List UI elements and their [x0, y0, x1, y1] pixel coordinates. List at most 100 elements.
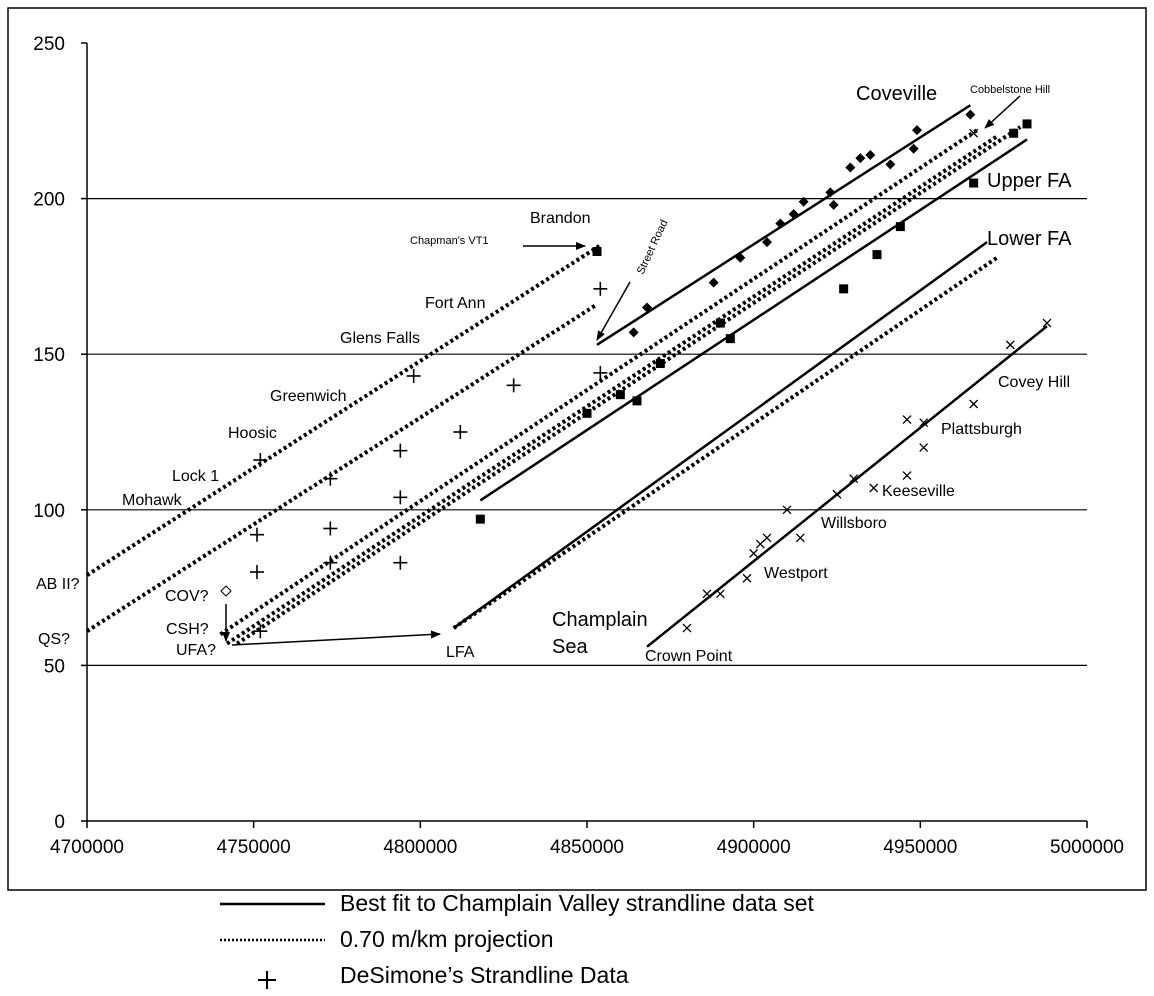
cross-marker [762, 533, 772, 543]
y-tick-label: 150 [33, 345, 65, 366]
data-markers [220, 109, 1052, 639]
diamond-marker [855, 153, 866, 164]
projection-line [85, 243, 602, 577]
diamond-marker [708, 277, 719, 288]
ufa-lfa-arrow [231, 630, 441, 646]
cross-marker [749, 548, 759, 558]
cross-marker [702, 589, 712, 599]
label-mohawk: Mohawk [122, 492, 183, 509]
plus-marker [323, 471, 338, 486]
hollow-diamond-marker [220, 585, 232, 597]
diamond-marker [828, 199, 839, 210]
label-champlain: Champlain [552, 609, 648, 631]
y-tick-label: 250 [33, 34, 65, 55]
cross-marker [869, 483, 879, 493]
plus-marker [253, 624, 268, 639]
projection-line [235, 125, 1022, 646]
square-marker [592, 247, 602, 257]
label-lfa: LFA [446, 644, 475, 661]
label-cobblestone: Cobbelstone Hill [970, 84, 1050, 96]
cross-marker [715, 589, 725, 599]
y-tick-label: 100 [33, 501, 65, 522]
cobblestone-arrow [984, 95, 1021, 129]
cross-marker [832, 489, 842, 499]
diamond-marker [965, 109, 976, 120]
label-keeseville: Keeseville [882, 483, 955, 500]
projection-line [85, 302, 599, 633]
label-westport: Westport [764, 565, 828, 582]
square-marker [895, 222, 905, 232]
cross-marker [969, 128, 979, 138]
street-road-arrow [596, 281, 631, 341]
label-chapmans: Chapman's VT1 [410, 235, 489, 247]
label-willsboro: Willsboro [821, 515, 887, 532]
x-tick-label: 4800000 [383, 837, 457, 858]
diamond-marker [912, 125, 922, 136]
legend-label-best-fit: Best fit to Champlain Valley strandline … [340, 890, 814, 916]
cross-marker [1042, 318, 1052, 328]
projection-line [452, 256, 999, 630]
solid-line-swatch [220, 902, 325, 906]
label-upper-fa: Upper FA [987, 170, 1072, 192]
plus-marker [506, 378, 521, 393]
axes: 4700000 4750000 4800000 4850000 4900000 49500… [33, 34, 1124, 858]
square-marker [839, 284, 849, 294]
label-lower-fa: Lower FA [987, 228, 1072, 250]
diamond-marker [885, 159, 896, 170]
annotation-labels: Brandon Chapman's VT1 Street Road Fort A… [36, 83, 1072, 665]
annotation-arrows [222, 95, 1021, 646]
plus-marker [393, 443, 408, 458]
plus-marker [323, 555, 338, 570]
label-csh: CSH? [166, 621, 209, 638]
cross-marker [919, 418, 929, 428]
x-tick-label: 4850000 [550, 837, 624, 858]
diamond-marker [798, 196, 809, 207]
diamond-marker [865, 150, 876, 161]
label-sea: Sea [552, 636, 588, 658]
legend-label-projection: 0.70 m/km projection [340, 926, 554, 952]
label-brandon: Brandon [530, 210, 591, 227]
label-ab-ii: AB II? [36, 576, 80, 593]
legend-item-best-fit: Best fit to Champlain Valley strandline … [220, 888, 980, 924]
diamond-marker [775, 218, 786, 229]
best-fit-line [452, 241, 988, 630]
label-fort-ann: Fort Ann [425, 295, 485, 312]
plus-marker [593, 365, 608, 380]
label-covey-hill: Covey Hill [998, 374, 1070, 391]
label-lock1: Lock 1 [172, 468, 219, 485]
cross-marker [969, 399, 979, 409]
cross-marker [795, 533, 805, 543]
cross-marker [1005, 340, 1015, 350]
cross-marker [919, 443, 929, 453]
y-tick-label: 200 [33, 190, 65, 211]
plus-marker [406, 368, 421, 383]
best-fit-line [646, 325, 1048, 648]
square-marker [725, 334, 735, 344]
label-coveville: Coveville [856, 83, 937, 105]
label-glens-falls: Glens Falls [340, 330, 420, 347]
label-hoosic: Hoosic [228, 425, 277, 442]
legend: Best fit to Champlain Valley strandline … [220, 888, 980, 996]
label-cov: COV? [165, 588, 209, 605]
diamond-marker [788, 209, 799, 220]
plus-marker [593, 281, 608, 296]
plus-marker [250, 527, 264, 542]
best-fit-line [479, 138, 1028, 502]
label-street-road: Street Road [635, 218, 671, 276]
plus-marker [323, 521, 338, 536]
square-marker [969, 178, 979, 188]
plus-marker [393, 555, 408, 570]
diamond-marker [908, 143, 919, 154]
legend-label-desimone: DeSimone’s Strandline Data [340, 962, 629, 988]
square-marker [655, 359, 665, 369]
plus-marker-swatch [258, 971, 276, 989]
x-tick-label: 4900000 [717, 837, 791, 858]
cross-marker [902, 471, 912, 481]
label-greenwich: Greenwich [270, 388, 346, 405]
cross-marker [682, 623, 692, 633]
plus-marker [393, 490, 408, 505]
square-marker [615, 390, 625, 400]
diamond-marker [628, 327, 639, 338]
plus-marker [453, 425, 468, 439]
